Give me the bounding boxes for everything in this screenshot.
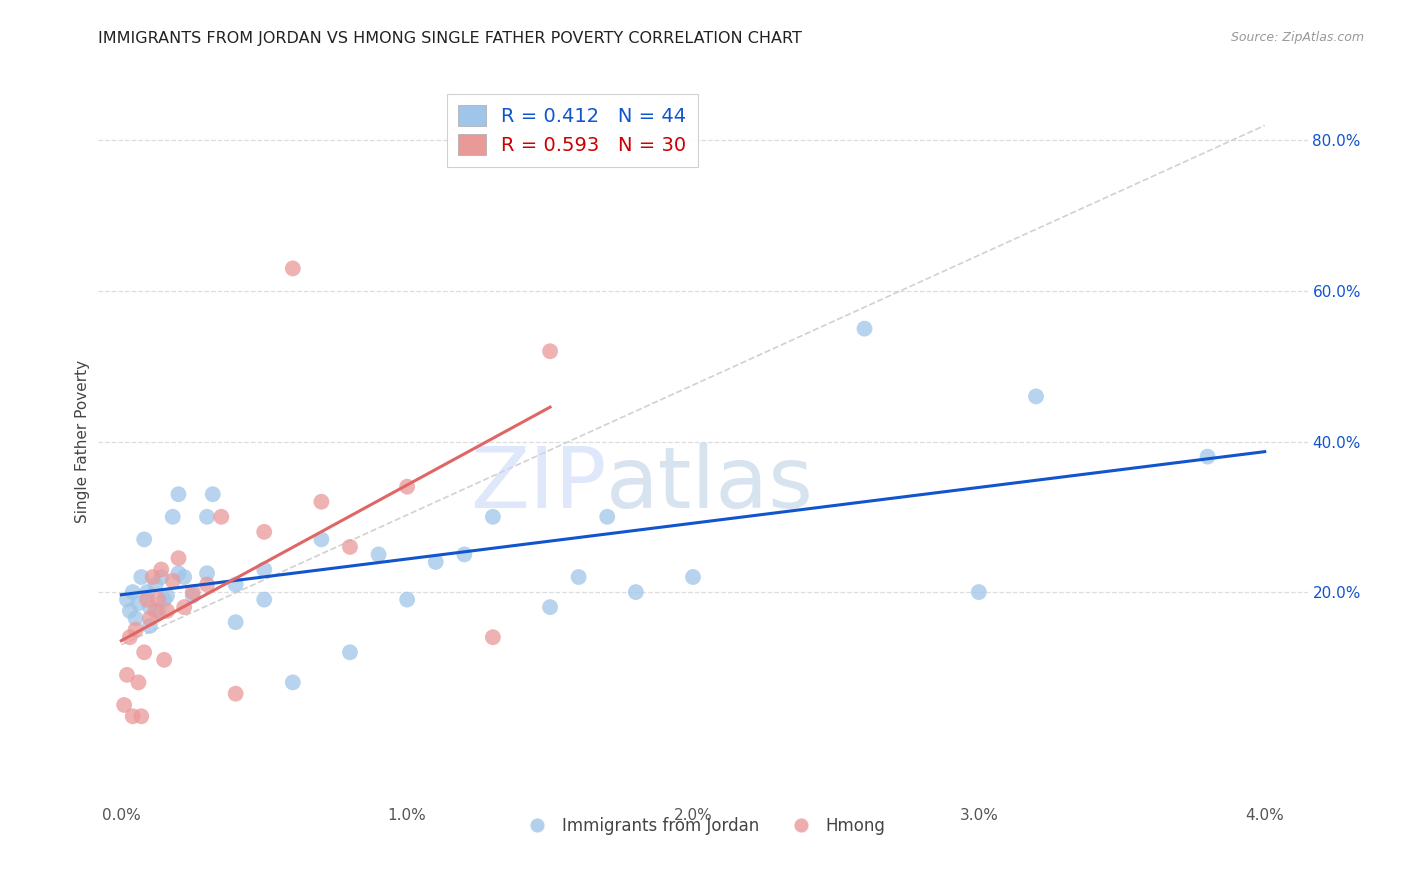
Point	[156, 589, 179, 603]
Point	[195, 509, 218, 524]
Text: atlas: atlas	[606, 443, 814, 526]
Point	[173, 600, 195, 615]
Legend: Immigrants from Jordan, Hmong: Immigrants from Jordan, Hmong	[513, 810, 893, 841]
Point	[339, 540, 361, 554]
Point	[136, 592, 159, 607]
Point	[118, 630, 141, 644]
Point	[153, 592, 176, 607]
Point	[142, 570, 165, 584]
Point	[967, 585, 990, 599]
Point	[339, 645, 361, 659]
Point	[162, 574, 184, 588]
Point	[134, 533, 156, 547]
Point	[253, 562, 276, 576]
Point	[129, 709, 152, 723]
Point	[624, 585, 647, 599]
Point	[281, 675, 304, 690]
Point	[167, 551, 190, 566]
Point	[209, 509, 232, 524]
Point	[139, 619, 162, 633]
Point	[156, 604, 179, 618]
Point	[1197, 450, 1219, 464]
Point	[195, 577, 218, 591]
Point	[148, 592, 170, 607]
Point	[396, 480, 419, 494]
Point	[134, 645, 156, 659]
Point	[225, 577, 247, 591]
Point	[538, 600, 561, 615]
Point	[145, 577, 167, 591]
Text: ZIP: ZIP	[470, 443, 606, 526]
Point	[181, 589, 204, 603]
Point	[139, 611, 162, 625]
Point	[281, 261, 304, 276]
Point	[148, 604, 170, 618]
Point	[253, 592, 276, 607]
Y-axis label: Single Father Poverty: Single Father Poverty	[75, 360, 90, 523]
Point	[145, 604, 167, 618]
Point	[127, 596, 149, 610]
Point	[162, 509, 184, 524]
Point	[121, 709, 143, 723]
Point	[853, 321, 876, 335]
Point	[568, 570, 591, 584]
Point	[311, 494, 333, 508]
Point	[153, 653, 176, 667]
Point	[150, 562, 173, 576]
Point	[118, 604, 141, 618]
Point	[115, 592, 138, 607]
Point	[150, 570, 173, 584]
Point	[311, 533, 333, 547]
Point	[225, 687, 247, 701]
Point	[253, 524, 276, 539]
Point	[129, 570, 152, 584]
Point	[195, 566, 218, 581]
Point	[453, 548, 475, 562]
Text: IMMIGRANTS FROM JORDAN VS HMONG SINGLE FATHER POVERTY CORRELATION CHART: IMMIGRANTS FROM JORDAN VS HMONG SINGLE F…	[98, 31, 803, 46]
Point	[367, 548, 389, 562]
Point	[425, 555, 447, 569]
Point	[115, 668, 138, 682]
Point	[596, 509, 619, 524]
Point	[121, 585, 143, 599]
Point	[225, 615, 247, 630]
Point	[173, 570, 195, 584]
Point	[124, 623, 146, 637]
Point	[124, 611, 146, 625]
Text: Source: ZipAtlas.com: Source: ZipAtlas.com	[1230, 31, 1364, 45]
Point	[482, 630, 505, 644]
Point	[167, 566, 190, 581]
Point	[682, 570, 704, 584]
Point	[167, 487, 190, 501]
Point	[482, 509, 505, 524]
Point	[201, 487, 224, 501]
Point	[127, 675, 149, 690]
Point	[139, 600, 162, 615]
Point	[1025, 389, 1047, 403]
Point	[136, 585, 159, 599]
Point	[396, 592, 419, 607]
Point	[112, 698, 135, 712]
Point	[181, 585, 204, 599]
Point	[538, 344, 561, 359]
